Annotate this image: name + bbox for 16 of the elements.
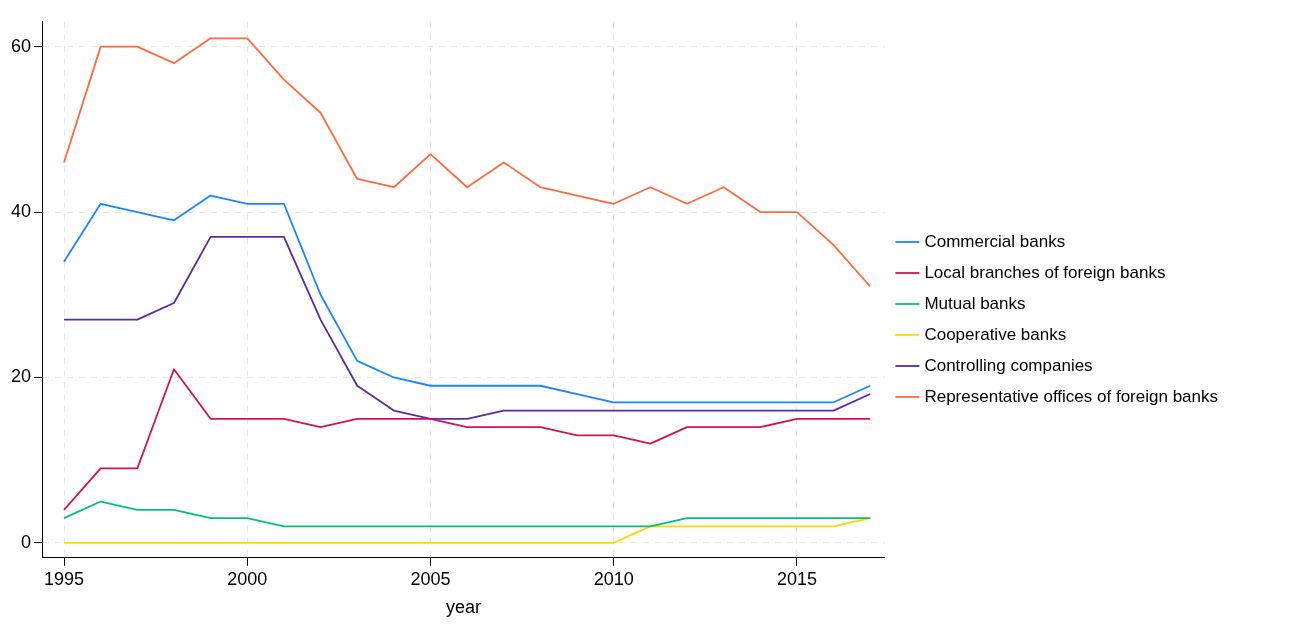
legend-label: Cooperative banks	[924, 324, 1067, 344]
x-tick-label: 2010	[593, 568, 634, 589]
y-tick-label: 0	[21, 531, 32, 552]
y-tick-label: 40	[10, 201, 32, 222]
x-tick-label: 1995	[43, 568, 85, 589]
y-tick-label: 60	[10, 35, 32, 56]
y-tick-label: 20	[10, 366, 32, 387]
x-axis-title: year	[445, 597, 481, 618]
legend-label: Representative offices of foreign banks	[924, 386, 1219, 406]
x-tick-label: 2000	[227, 568, 268, 589]
x-tick-label: 2005	[410, 568, 451, 589]
x-tick-label: 2015	[776, 568, 817, 589]
legend-label: Controlling companies	[924, 355, 1093, 375]
legend-label: Local branches of foreign banks	[924, 262, 1166, 282]
legend-label: Mutual banks	[924, 293, 1026, 313]
legend-label: Commercial banks	[924, 231, 1066, 251]
